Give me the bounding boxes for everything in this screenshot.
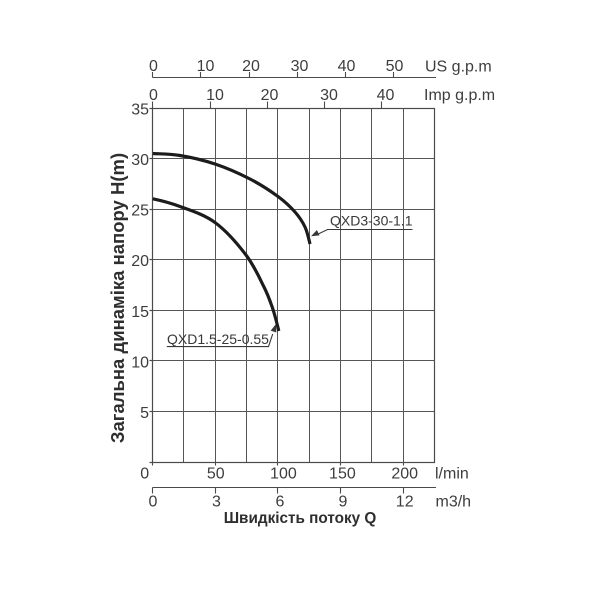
svg-text:QXD3-30-1.1: QXD3-30-1.1 (330, 213, 413, 229)
svg-text:30: 30 (320, 87, 338, 104)
svg-text:6: 6 (276, 494, 285, 511)
svg-text:US g.p.m: US g.p.m (425, 59, 492, 76)
svg-text:30: 30 (131, 152, 149, 169)
svg-text:150: 150 (329, 466, 356, 483)
svg-text:0: 0 (149, 58, 158, 75)
svg-text:12: 12 (396, 494, 414, 511)
svg-text:20: 20 (242, 58, 260, 75)
svg-text:200: 200 (391, 466, 418, 483)
svg-text:l/min: l/min (435, 466, 469, 483)
svg-text:Imp g.p.m: Imp g.p.m (424, 87, 495, 104)
svg-text:0: 0 (140, 466, 149, 483)
svg-text:0: 0 (149, 87, 158, 104)
svg-text:40: 40 (377, 87, 395, 104)
svg-text:Швидкість потоку Q: Швидкість потоку Q (224, 510, 377, 527)
svg-text:50: 50 (207, 466, 225, 483)
svg-text:3: 3 (212, 494, 221, 511)
svg-text:25: 25 (131, 203, 149, 220)
svg-text:QXD1.5-25-0.55: QXD1.5-25-0.55 (167, 331, 269, 347)
svg-text:20: 20 (261, 87, 279, 104)
svg-text:5: 5 (140, 405, 149, 422)
svg-text:10: 10 (206, 87, 224, 104)
svg-text:0: 0 (148, 494, 157, 511)
svg-text:50: 50 (386, 58, 404, 75)
svg-text:35: 35 (131, 102, 149, 119)
svg-text:m3/h: m3/h (436, 494, 472, 511)
svg-text:15: 15 (131, 304, 149, 321)
svg-text:10: 10 (197, 58, 215, 75)
svg-text:10: 10 (131, 354, 149, 371)
svg-text:9: 9 (338, 494, 347, 511)
svg-text:30: 30 (291, 58, 309, 75)
svg-text:Загальна динаміка напору H(m): Загальна динаміка напору H(m) (107, 153, 128, 443)
svg-text:20: 20 (131, 253, 149, 270)
svg-text:40: 40 (338, 58, 356, 75)
svg-text:100: 100 (270, 466, 297, 483)
